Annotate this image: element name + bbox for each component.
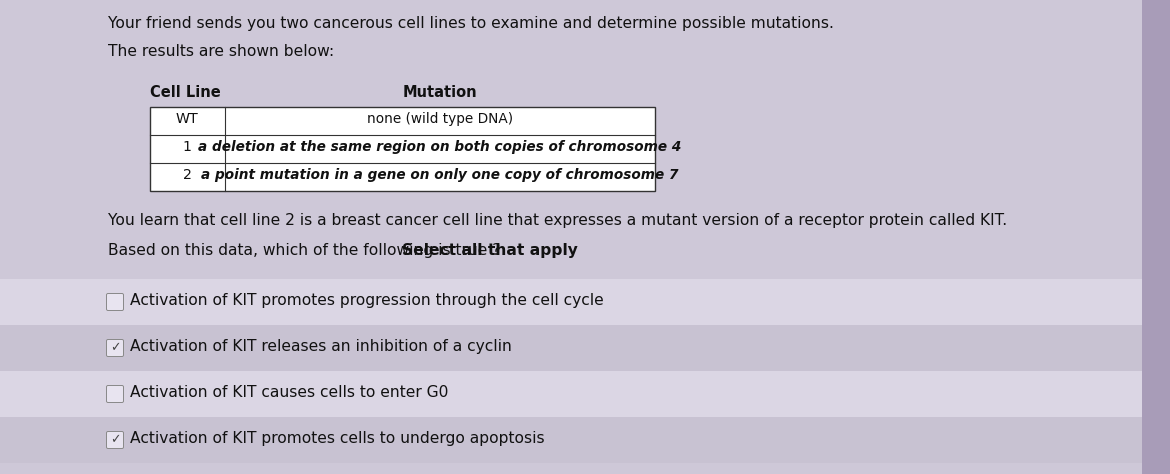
Bar: [150, 107, 655, 191]
Text: 1: 1: [183, 140, 192, 154]
Text: The results are shown below:: The results are shown below:: [108, 44, 335, 59]
Bar: [1142, 0, 1170, 474]
Text: a point mutation in a gene on only one copy of chromosome 7: a point mutation in a gene on only one c…: [201, 168, 679, 182]
FancyBboxPatch shape: [106, 339, 124, 356]
Text: Activation of KIT promotes progression through the cell cycle: Activation of KIT promotes progression t…: [130, 293, 604, 308]
Text: Your friend sends you two cancerous cell lines to examine and determine possible: Your friend sends you two cancerous cell…: [108, 16, 834, 31]
FancyBboxPatch shape: [106, 385, 124, 402]
Bar: [0, 325, 1142, 371]
Text: WT: WT: [176, 112, 199, 126]
Text: Activation of KIT causes cells to enter G0: Activation of KIT causes cells to enter …: [130, 385, 448, 400]
Bar: [150, 107, 655, 135]
Text: Mutation: Mutation: [402, 85, 477, 100]
FancyBboxPatch shape: [106, 431, 124, 448]
Text: 2: 2: [183, 168, 192, 182]
Bar: [0, 417, 1142, 463]
Text: ✓: ✓: [110, 341, 121, 355]
Text: Activation of KIT promotes cells to undergo apoptosis: Activation of KIT promotes cells to unde…: [130, 431, 544, 446]
Text: a deletion at the same region on both copies of chromosome 4: a deletion at the same region on both co…: [198, 140, 682, 154]
Text: Activation of KIT releases an inhibition of a cyclin: Activation of KIT releases an inhibition…: [130, 339, 512, 354]
Text: none (wild type DNA): none (wild type DNA): [367, 112, 514, 126]
Bar: [0, 371, 1142, 417]
FancyBboxPatch shape: [106, 293, 124, 310]
Text: Based on this data, which of the following is true ?: Based on this data, which of the followi…: [108, 243, 505, 258]
Text: Cell Line: Cell Line: [150, 85, 221, 100]
Text: You learn that cell line 2 is a breast cancer cell line that expresses a mutant : You learn that cell line 2 is a breast c…: [108, 213, 1007, 228]
Bar: [150, 135, 655, 163]
Text: Select all that apply: Select all that apply: [402, 243, 578, 258]
Bar: [0, 279, 1142, 325]
Bar: [150, 163, 655, 191]
Text: ✓: ✓: [110, 434, 121, 447]
